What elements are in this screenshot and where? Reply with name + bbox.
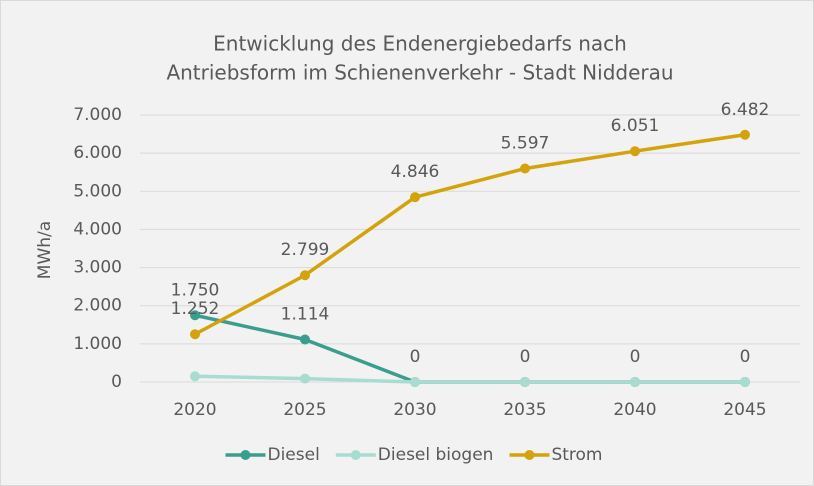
- x-tick-label: 2035: [503, 400, 546, 420]
- data-label: 5.597: [501, 134, 550, 154]
- legend-label: Strom: [551, 445, 602, 465]
- series-line: [194, 374, 745, 384]
- data-point: [300, 373, 310, 384]
- data-point: [630, 146, 640, 157]
- chart-title: Antriebsform im Schienenverkehr - Stadt …: [166, 61, 673, 85]
- data-label: 0: [630, 347, 641, 367]
- x-tick-label: 2040: [613, 400, 656, 420]
- legend-marker: [524, 450, 535, 460]
- data-point: [190, 310, 200, 321]
- data-label: 1.114: [281, 305, 330, 325]
- legend-label: Diesel biogen: [378, 445, 494, 465]
- data-label: 4.846: [391, 162, 440, 182]
- data-point: [520, 377, 530, 387]
- data-point: [520, 163, 530, 174]
- data-label: 0: [740, 347, 751, 367]
- data-point: [300, 334, 310, 345]
- chart-title: Entwicklung des Endenergiebedarfs nach: [213, 32, 627, 56]
- data-label: 6.051: [611, 116, 660, 136]
- data-point: [410, 192, 420, 203]
- x-tick-label: 2030: [393, 400, 436, 420]
- data-point: [740, 129, 750, 140]
- x-tick-label: 2025: [283, 400, 326, 420]
- x-tick-label: 2020: [173, 400, 216, 420]
- series-line: [194, 133, 746, 336]
- data-point: [300, 270, 310, 281]
- legend: Diesel Diesel biogen Strom: [225, 445, 603, 465]
- data-point: [190, 329, 200, 340]
- y-tick-label: 7.000: [73, 105, 122, 125]
- data-label: 2.799: [281, 240, 330, 260]
- y-tick-label: 6.000: [73, 143, 122, 163]
- y-tick-label: 1.000: [73, 334, 122, 354]
- data-label: 1.252: [171, 299, 220, 319]
- data-label: 6.482: [721, 100, 770, 120]
- legend-label: Diesel: [267, 445, 319, 465]
- data-point: [190, 371, 200, 382]
- data-label: 1.750: [171, 280, 220, 300]
- y-tick-label: 4.000: [73, 219, 122, 239]
- y-tick-label: 3.000: [73, 258, 122, 278]
- data-label: 0: [410, 347, 421, 367]
- y-axis-label: MWh/a: [35, 221, 55, 279]
- legend-marker: [240, 450, 251, 460]
- y-tick-label: 2.000: [73, 296, 122, 316]
- legend-marker: [350, 450, 361, 460]
- x-tick-label: 2045: [723, 400, 766, 420]
- y-tick-label: 0: [111, 372, 122, 392]
- data-point: [630, 377, 640, 387]
- data-point: [410, 377, 420, 387]
- data-label: 0: [520, 347, 531, 367]
- data-point: [740, 377, 750, 387]
- y-tick-label: 5.000: [73, 181, 122, 201]
